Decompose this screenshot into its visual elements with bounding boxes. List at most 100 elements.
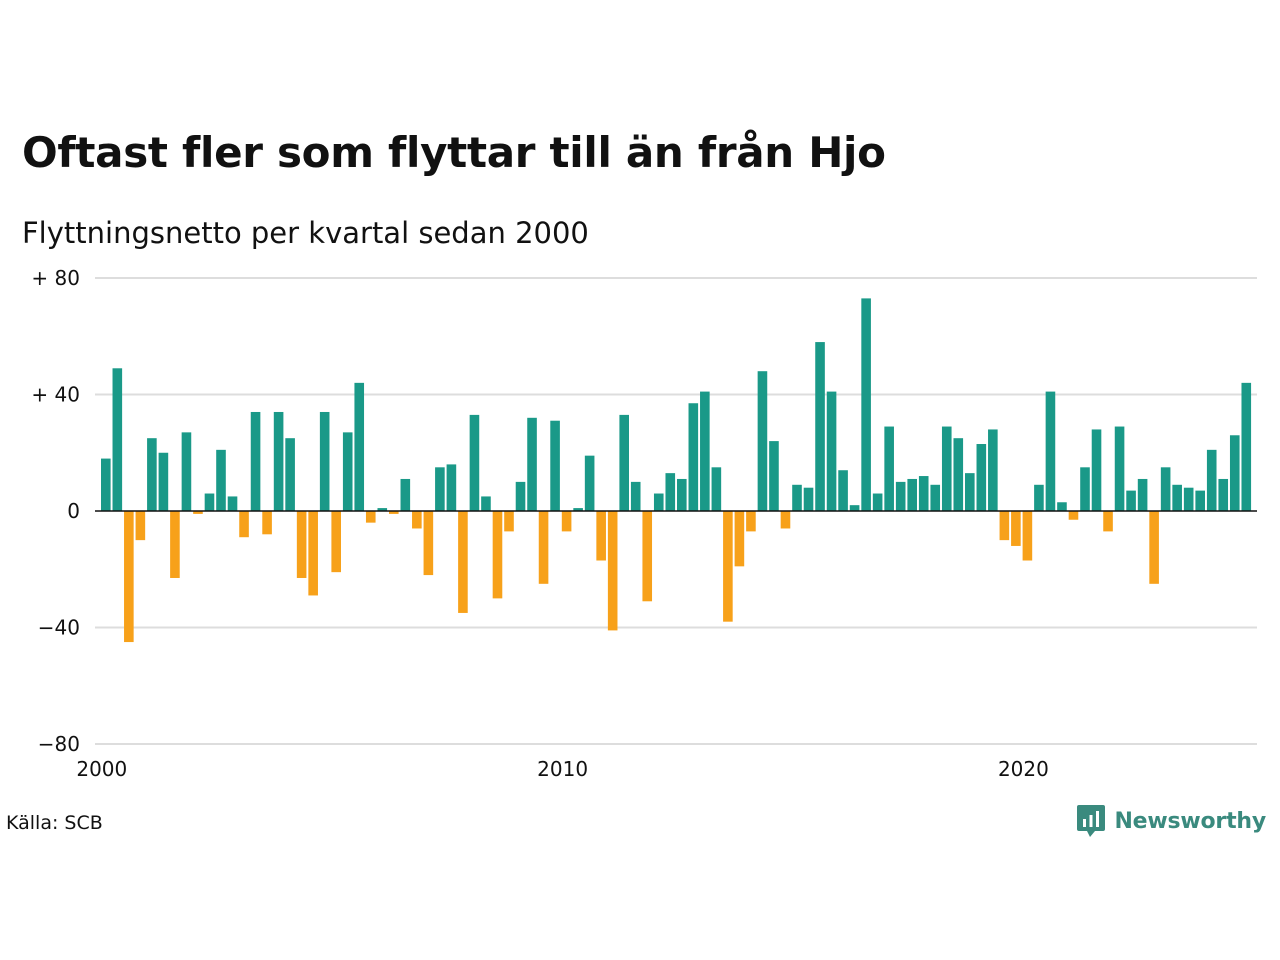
bar <box>1068 511 1079 520</box>
bar <box>988 429 998 511</box>
bar <box>1149 511 1159 584</box>
bar <box>734 511 745 567</box>
bar <box>746 511 756 532</box>
grid-lines <box>95 277 1257 745</box>
bar <box>826 391 837 511</box>
bar <box>700 391 710 511</box>
x-tick-label: 2020 <box>998 757 1049 781</box>
bar <box>596 511 606 561</box>
bar <box>1057 502 1067 511</box>
bar <box>1218 478 1229 511</box>
bar <box>1034 484 1044 511</box>
bar <box>216 449 226 511</box>
bar <box>769 441 779 511</box>
bar <box>319 411 330 511</box>
bar <box>400 478 411 511</box>
bar <box>538 511 549 584</box>
bar <box>1183 487 1194 511</box>
bar <box>550 420 560 511</box>
bar <box>561 511 572 532</box>
bar <box>158 452 169 511</box>
bar <box>469 414 480 511</box>
bar <box>504 511 514 532</box>
bar <box>803 487 814 511</box>
bar <box>285 438 295 511</box>
bar <box>377 508 388 511</box>
bar <box>1195 490 1205 511</box>
bar <box>331 511 341 573</box>
y-tick-label: 0 <box>67 499 80 523</box>
bar <box>296 511 307 578</box>
bar <box>918 476 929 511</box>
bar <box>815 342 825 511</box>
bar <box>124 511 134 643</box>
bar <box>1011 511 1021 546</box>
bar <box>711 467 722 511</box>
bar <box>907 478 917 511</box>
bar <box>884 426 894 511</box>
bar <box>250 411 261 511</box>
bar <box>481 496 491 511</box>
bar <box>976 444 987 511</box>
bar <box>757 371 768 511</box>
y-tick-label: + 40 <box>31 383 80 407</box>
bar <box>412 511 422 529</box>
bar <box>619 414 629 511</box>
bar <box>193 511 203 514</box>
bar <box>101 458 111 511</box>
bar <box>895 481 906 512</box>
y-tick-label: + 80 <box>31 266 80 290</box>
bar <box>458 511 468 613</box>
bar <box>677 478 687 511</box>
bar <box>584 455 595 511</box>
bar <box>953 438 964 511</box>
bar <box>135 511 146 541</box>
bar-chart: + 80 + 40 0 −40 −80 2000 2010 2020 <box>31 266 1257 781</box>
bar <box>849 505 860 511</box>
bar <box>1091 429 1102 511</box>
bar <box>515 481 526 512</box>
bar <box>112 368 123 511</box>
newsworthy-logo-icon <box>1077 805 1106 837</box>
x-axis-tick-labels: 2000 2010 2020 <box>76 757 1049 781</box>
bar <box>365 511 376 523</box>
bar <box>872 493 883 511</box>
bar <box>780 511 791 529</box>
bar <box>1229 435 1240 511</box>
bar <box>573 508 583 511</box>
x-tick-label: 2000 <box>76 757 127 781</box>
bar <box>204 493 215 511</box>
bar <box>630 481 641 512</box>
brand-name: Newsworthy <box>1114 808 1266 834</box>
bar <box>861 298 871 511</box>
bar <box>423 511 434 576</box>
bar <box>1172 484 1182 511</box>
brand-logo[interactable]: Newsworthy <box>1076 804 1266 838</box>
bar <box>653 493 664 511</box>
bar <box>1045 391 1056 511</box>
bar <box>262 511 272 535</box>
bar <box>389 511 399 514</box>
bar <box>607 511 618 631</box>
y-axis-tick-labels: + 80 + 40 0 −40 −80 <box>31 266 80 756</box>
chart-title: Oftast fler som flyttar till än från Hjo <box>22 128 886 177</box>
bar <box>1103 511 1113 532</box>
bar <box>1241 382 1252 511</box>
bar <box>308 511 318 596</box>
y-tick-label: −80 <box>38 732 80 756</box>
bar <box>723 511 733 622</box>
bar <box>527 417 537 511</box>
bar <box>688 403 699 511</box>
bar <box>965 473 975 511</box>
bar <box>181 432 192 511</box>
bar <box>1160 467 1171 511</box>
bar <box>1137 478 1148 511</box>
bar <box>1206 449 1217 511</box>
bar <box>792 484 802 511</box>
bar <box>147 438 157 511</box>
bar <box>665 473 676 511</box>
bars <box>101 298 1252 643</box>
bar <box>1114 426 1125 511</box>
x-tick-label: 2010 <box>537 757 588 781</box>
bar <box>354 382 365 511</box>
